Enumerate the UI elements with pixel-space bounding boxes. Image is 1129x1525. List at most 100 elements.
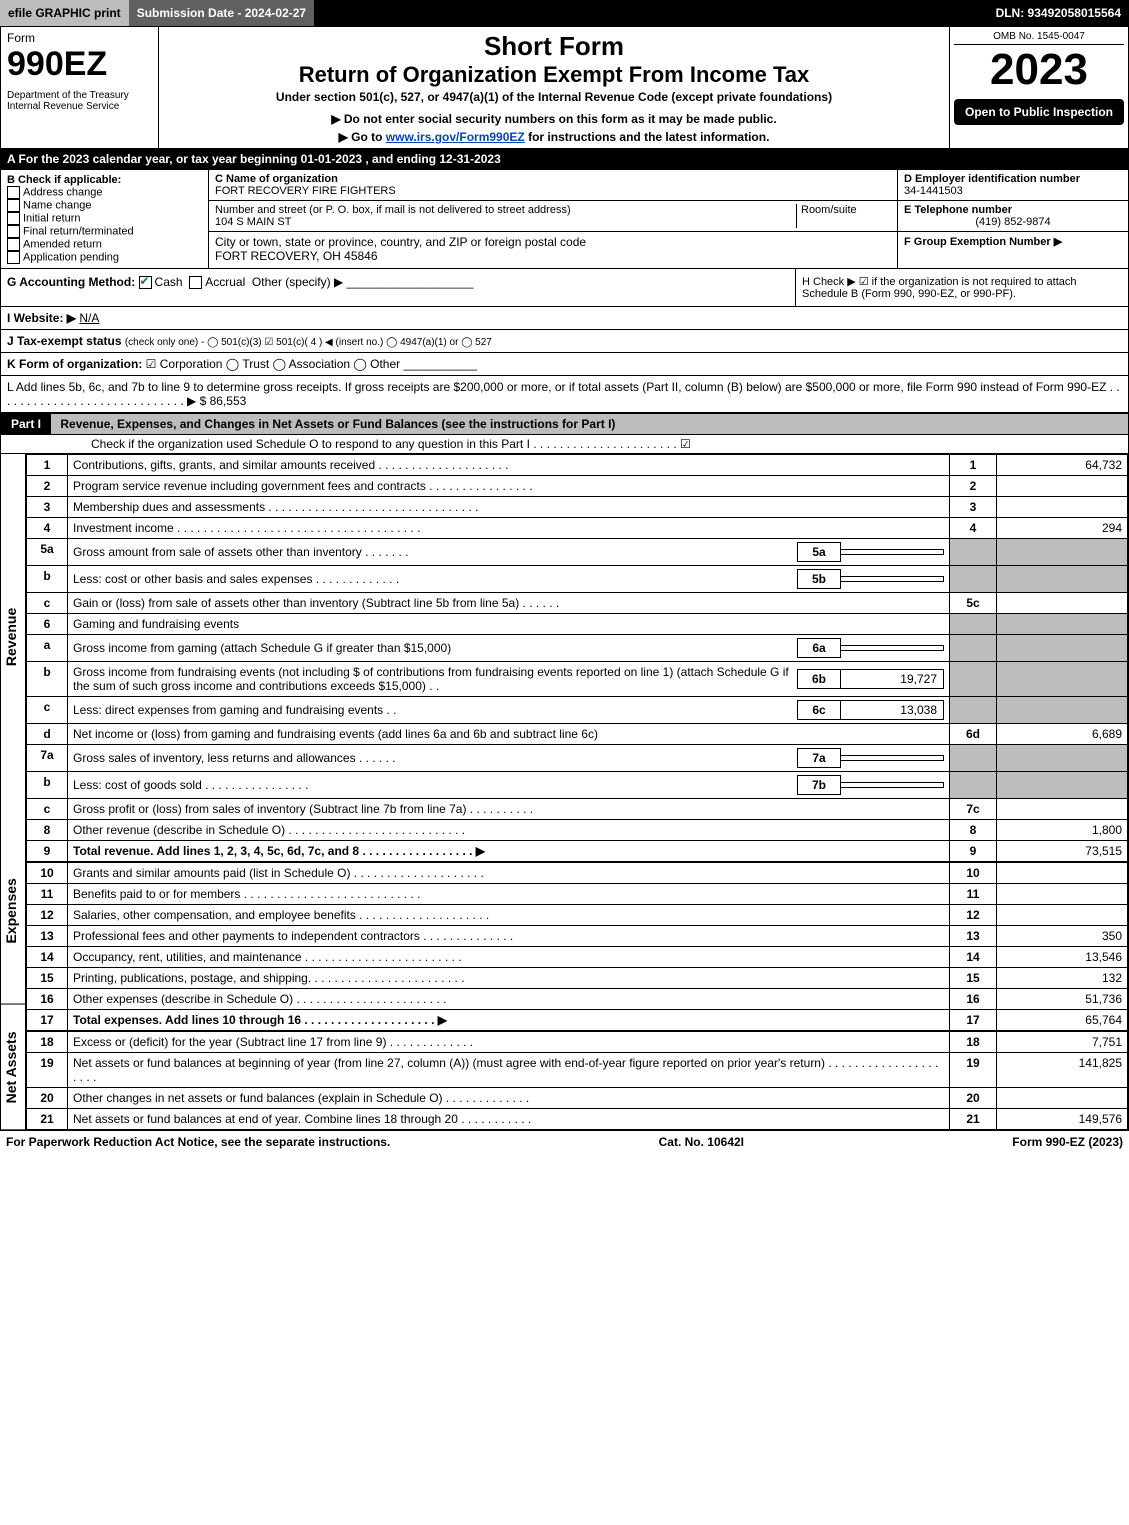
section-g: G Accounting Method: Cash Accrual Other … — [1, 269, 795, 306]
section-k: K Form of organization: ☑ Corporation ◯ … — [0, 353, 1129, 376]
line-num: b — [27, 566, 68, 593]
line-ref: 19 — [950, 1053, 997, 1088]
top-bar: efile GRAPHIC print Submission Date - 20… — [0, 0, 1129, 26]
line-num: 16 — [27, 989, 68, 1010]
d-row: D Employer identification number 34-1441… — [898, 170, 1128, 201]
c-city-row: City or town, state or province, country… — [209, 232, 897, 266]
subline-ref: 5b — [797, 569, 841, 589]
footer-cat: Cat. No. 10642I — [659, 1135, 744, 1149]
line-ref: 17 — [950, 1010, 997, 1031]
line-desc: Professional fees and other payments to … — [68, 926, 950, 947]
line-row: 13Professional fees and other payments t… — [27, 926, 1128, 947]
line-num: 20 — [27, 1088, 68, 1109]
b-opt-name[interactable]: Name change — [7, 199, 202, 212]
tax-year: 2023 — [954, 45, 1124, 95]
e-row: E Telephone number (419) 852-9874 — [898, 201, 1128, 232]
g-cash-check[interactable] — [139, 276, 152, 289]
e-label: E Telephone number — [904, 204, 1012, 216]
line-amount — [997, 745, 1128, 772]
section-def: D Employer identification number 34-1441… — [897, 170, 1128, 268]
room-suite: Room/suite — [796, 204, 891, 228]
line-num: 15 — [27, 968, 68, 989]
line-amount: 141,825 — [997, 1053, 1128, 1088]
line-num: 3 — [27, 497, 68, 518]
title-return: Return of Organization Exempt From Incom… — [165, 62, 943, 88]
line-desc: Less: direct expenses from gaming and fu… — [68, 697, 950, 724]
line-ref — [950, 697, 997, 724]
line-ref: 10 — [950, 863, 997, 884]
line-num: 2 — [27, 476, 68, 497]
line-ref: 8 — [950, 820, 997, 841]
subline-value — [840, 645, 944, 651]
line-row: 19Net assets or fund balances at beginni… — [27, 1053, 1128, 1088]
line-amount — [997, 697, 1128, 724]
efile-print-button[interactable]: efile GRAPHIC print — [0, 0, 129, 26]
line-num: 19 — [27, 1053, 68, 1088]
line-amount: 149,576 — [997, 1109, 1128, 1130]
line-num: 7a — [27, 745, 68, 772]
line-amount: 13,546 — [997, 947, 1128, 968]
line-row: 9Total revenue. Add lines 1, 2, 3, 4, 5c… — [27, 841, 1128, 862]
line-row: 5aGross amount from sale of assets other… — [27, 539, 1128, 566]
line-amount: 65,764 — [997, 1010, 1128, 1031]
line-desc: Salaries, other compensation, and employ… — [68, 905, 950, 926]
f-label: F Group Exemption Number ▶ — [904, 236, 1062, 248]
part1-title: Revenue, Expenses, and Changes in Net As… — [60, 417, 615, 431]
submission-date: Submission Date - 2024-02-27 — [129, 0, 314, 26]
line-num: a — [27, 635, 68, 662]
irs-link[interactable]: www.irs.gov/Form990EZ — [386, 130, 525, 144]
line-amount — [997, 635, 1128, 662]
ein: 34-1441503 — [904, 185, 963, 197]
part1-header: Part I Revenue, Expenses, and Changes in… — [0, 413, 1129, 454]
label-expenses: Expenses — [1, 819, 25, 1005]
line-ref — [950, 566, 997, 593]
line-amount — [997, 662, 1128, 697]
website-value: N/A — [79, 311, 99, 325]
line-ref: 16 — [950, 989, 997, 1010]
line-desc: Net income or (loss) from gaming and fun… — [68, 724, 950, 745]
subline-ref: 5a — [797, 542, 841, 562]
subline-ref: 6b — [797, 669, 841, 689]
form-word: Form — [7, 31, 152, 45]
c-street-label: Number and street (or P. O. box, if mail… — [215, 204, 571, 216]
line-desc: Excess or (deficit) for the year (Subtra… — [68, 1032, 950, 1053]
line-num: 18 — [27, 1032, 68, 1053]
line-num: b — [27, 772, 68, 799]
b-opt-pending[interactable]: Application pending — [7, 251, 202, 264]
line-desc: Net assets or fund balances at beginning… — [68, 1053, 950, 1088]
line-row: 1Contributions, gifts, grants, and simil… — [27, 455, 1128, 476]
department: Department of the Treasury Internal Reve… — [7, 90, 152, 112]
c-city-label: City or town, state or province, country… — [215, 235, 586, 249]
line-ref — [950, 539, 997, 566]
b-opt-initial[interactable]: Initial return — [7, 212, 202, 225]
line-amount — [997, 593, 1128, 614]
line-row: dNet income or (loss) from gaming and fu… — [27, 724, 1128, 745]
b-amended-label: Amended return — [23, 238, 102, 250]
line-row: 7aGross sales of inventory, less returns… — [27, 745, 1128, 772]
line-amount — [997, 497, 1128, 518]
goto-suffix: for instructions and the latest informat… — [528, 130, 769, 144]
line-row: 20Other changes in net assets or fund ba… — [27, 1088, 1128, 1109]
g-h-row: G Accounting Method: Cash Accrual Other … — [0, 269, 1129, 307]
line-num: 6 — [27, 614, 68, 635]
section-l: L Add lines 5b, 6c, and 7b to line 9 to … — [0, 376, 1129, 413]
ssn-warning: ▶ Do not enter social security numbers o… — [165, 112, 943, 126]
subline-ref: 7a — [797, 748, 841, 768]
line-row: cLess: direct expenses from gaming and f… — [27, 697, 1128, 724]
section-j: J Tax-exempt status (check only one) - ◯… — [0, 330, 1129, 353]
line-num: 10 — [27, 863, 68, 884]
line-ref: 6d — [950, 724, 997, 745]
line-num: 17 — [27, 1010, 68, 1031]
page-footer: For Paperwork Reduction Act Notice, see … — [0, 1131, 1129, 1153]
c-street-row: Number and street (or P. O. box, if mail… — [209, 201, 897, 232]
line-desc: Contributions, gifts, grants, and simila… — [68, 455, 950, 476]
line-ref — [950, 635, 997, 662]
line-num: 5a — [27, 539, 68, 566]
b-opt-final[interactable]: Final return/terminated — [7, 225, 202, 238]
line-amount — [997, 905, 1128, 926]
g-accrual-check[interactable] — [189, 276, 202, 289]
subline-value — [840, 755, 944, 761]
line-row: 2Program service revenue including gover… — [27, 476, 1128, 497]
b-opt-address[interactable]: Address change — [7, 186, 202, 199]
b-opt-amended[interactable]: Amended return — [7, 238, 202, 251]
